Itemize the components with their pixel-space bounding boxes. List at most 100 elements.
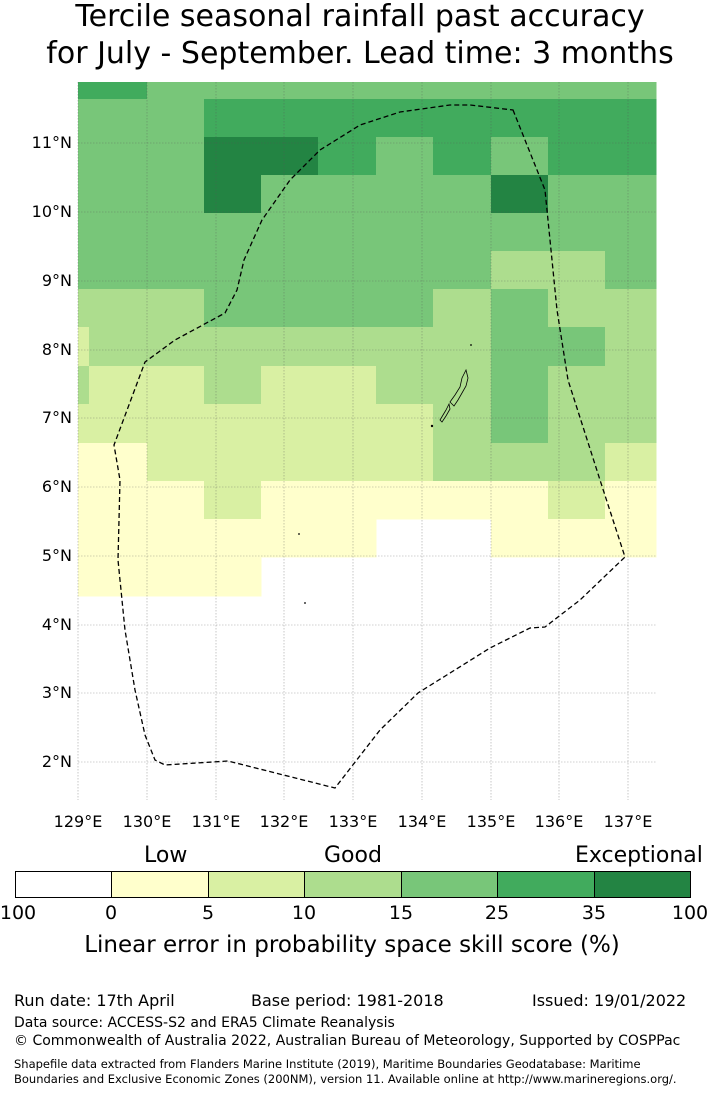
run-date: Run date: 17th April [14, 991, 175, 1010]
grid-cell [78, 404, 90, 444]
grid-cell [605, 404, 657, 444]
grid-cell [147, 557, 205, 597]
grid-cell [147, 175, 205, 214]
grid-cell [261, 481, 319, 520]
longitude-label: 131°E [191, 812, 241, 831]
legend-swatch [208, 872, 306, 897]
grid-cell [318, 82, 377, 100]
grid-cell [548, 519, 606, 558]
grid-cell [433, 82, 492, 100]
longitude-label: 135°E [466, 812, 516, 831]
legend-tick-label: 10 [291, 902, 317, 924]
grid-cell [318, 99, 377, 138]
grid-cell [433, 251, 492, 290]
legend-swatch [16, 872, 113, 897]
grid-cell [605, 137, 657, 176]
grid-cell [318, 137, 377, 176]
grid-cell [147, 251, 205, 290]
grid-cell [261, 137, 319, 176]
grid-cell [261, 443, 319, 482]
grid-cell [548, 137, 606, 176]
grid-cell [261, 213, 319, 252]
grid-cell [491, 99, 549, 138]
grid-cell [261, 251, 319, 290]
grid-cell [548, 82, 606, 100]
grid-cell [147, 289, 205, 328]
grid-cell [204, 251, 262, 290]
grid-cell [204, 289, 262, 328]
grid-cell [605, 481, 657, 520]
grid-cell [147, 327, 205, 367]
grid-cell [548, 481, 606, 520]
grid-cell [261, 519, 319, 558]
grid-cell [376, 289, 434, 328]
grid-cell [376, 366, 434, 405]
latitude-label: 2°N [41, 752, 72, 771]
grid-cell [433, 289, 492, 328]
grid-cell [376, 404, 434, 444]
grid-cell [261, 327, 319, 367]
grid-cell [433, 404, 492, 444]
grid-cell [605, 289, 657, 328]
grid-cell [261, 289, 319, 328]
latitude-label: 7°N [41, 408, 72, 427]
legend-colorbar [15, 871, 691, 898]
grid-cell [89, 99, 148, 138]
grid-cell [548, 404, 606, 444]
grid-cell [605, 175, 657, 214]
grid-cell [548, 327, 606, 367]
grid-cell [147, 366, 205, 405]
grid-cell [78, 443, 90, 482]
grid-cell [433, 327, 492, 367]
grid-cell [204, 327, 262, 367]
legend-tick-label: 0 [104, 902, 118, 924]
grid-cell [318, 327, 377, 367]
longitude-label: 134°E [397, 812, 447, 831]
grid-cell [78, 519, 90, 558]
grid-cell [605, 366, 657, 405]
grid-cell [147, 82, 205, 100]
grid-cell [491, 82, 549, 100]
grid-cell [491, 481, 549, 520]
grid-cell [376, 443, 434, 482]
grid-cell [204, 137, 262, 176]
grid-cell [548, 213, 606, 252]
latitude-label: 10°N [31, 202, 72, 221]
legend-category-exceptional: Exceptional [575, 843, 703, 868]
grid-cell [376, 137, 434, 176]
grid-cell [261, 82, 319, 100]
latitude-label: 8°N [41, 340, 72, 359]
grid-cell [78, 175, 90, 214]
map-gridlines [77, 82, 656, 800]
grid-cell [89, 213, 148, 252]
grid-cell [318, 404, 377, 444]
chart-title-line-1: Tercile seasonal rainfall past accuracy [75, 0, 645, 34]
grid-cell [376, 213, 434, 252]
eez-boundary [113, 104, 626, 789]
longitude-label: 137°E [603, 812, 653, 831]
grid-cell [605, 327, 657, 367]
grid-cell [78, 481, 90, 520]
grid-cell [204, 519, 262, 558]
grid-cell [605, 213, 657, 252]
grid-cell [433, 366, 492, 405]
issued-date: Issued: 19/01/2022 [532, 991, 687, 1010]
grid-cell [89, 82, 148, 100]
grid-cell [318, 366, 377, 405]
data-source: Data source: ACCESS-S2 and ERA5 Climate … [14, 1015, 395, 1031]
grid-cell [89, 481, 148, 520]
grid-cell [204, 213, 262, 252]
grid-cell [147, 99, 205, 138]
grid-cell [78, 82, 90, 100]
chart-title-line-2: for July - September. Lead time: 3 month… [46, 36, 674, 71]
grid-cell [78, 251, 90, 290]
base-period: Base period: 1981-2018 [251, 991, 444, 1010]
legend-category-good: Good [324, 843, 382, 868]
grid-cell [605, 99, 657, 138]
grid-cell [89, 327, 148, 367]
grid-cell [318, 251, 377, 290]
legend-swatch [401, 872, 499, 897]
grid-cell [204, 481, 262, 520]
grid-cell [433, 99, 492, 138]
grid-cell [491, 519, 549, 558]
